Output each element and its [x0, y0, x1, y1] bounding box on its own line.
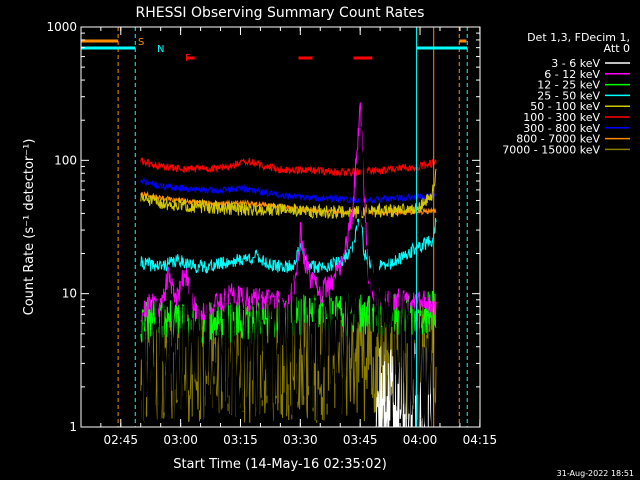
x-tick-label-5: 03:45: [343, 433, 378, 447]
y-axis-label: Count Rate (s⁻¹ detector⁻¹): [22, 139, 37, 316]
series-line-25-50-kev: [140, 213, 437, 275]
y-tick-label-1: 1: [69, 420, 77, 434]
x-tick-label-7: 04:15: [463, 433, 498, 447]
y-tick-label-4: 1000: [46, 20, 77, 34]
chart-title: RHESSI Observing Summary Count Rates: [136, 5, 425, 21]
series-line-300-800-kev: [140, 177, 437, 205]
legend-label-8: 800 - 7000 keV: [516, 133, 600, 146]
y-tick-label-2: 10: [62, 287, 77, 301]
y-tick-label-3: 100: [54, 153, 77, 167]
legend-label-7: 300 - 800 keV: [523, 122, 600, 135]
legend-header-line-1: Det 1,3, FDecim 1,: [527, 31, 630, 44]
series-line-3-6-kev: [140, 114, 437, 428]
x-tick-label-1: 02:45: [103, 433, 138, 447]
x-tick-label-6: 04:00: [403, 433, 438, 447]
x-tick-label-3: 03:15: [223, 433, 258, 447]
annotation-f-label: F: [185, 53, 191, 64]
x-tick-label-2: 03:00: [163, 433, 198, 447]
legend-label-3: 12 - 25 keV: [537, 79, 600, 92]
series-line-50-100-kev: [140, 168, 437, 220]
annotation-n-label: N: [157, 44, 164, 55]
x-axis-label: Start Time (14-May-16 02:35:02): [173, 457, 387, 472]
legend-label-2: 6 - 12 keV: [544, 68, 600, 81]
legend-label-1: 3 - 6 keV: [551, 57, 600, 70]
legend-label-9: 7000 - 15000 keV: [502, 143, 600, 156]
timestamp: 31-Aug-2022 18:51: [557, 469, 634, 478]
annotation-s-label: S: [138, 37, 144, 48]
legend-header-line-2: Att 0: [604, 42, 630, 55]
legend-label-6: 100 - 300 keV: [523, 111, 600, 124]
series-line-100-300-kev: [140, 157, 437, 178]
x-tick-label-4: 03:30: [283, 433, 318, 447]
legend-label-5: 50 - 100 keV: [530, 100, 600, 113]
legend-label-4: 25 - 50 keV: [537, 89, 600, 102]
